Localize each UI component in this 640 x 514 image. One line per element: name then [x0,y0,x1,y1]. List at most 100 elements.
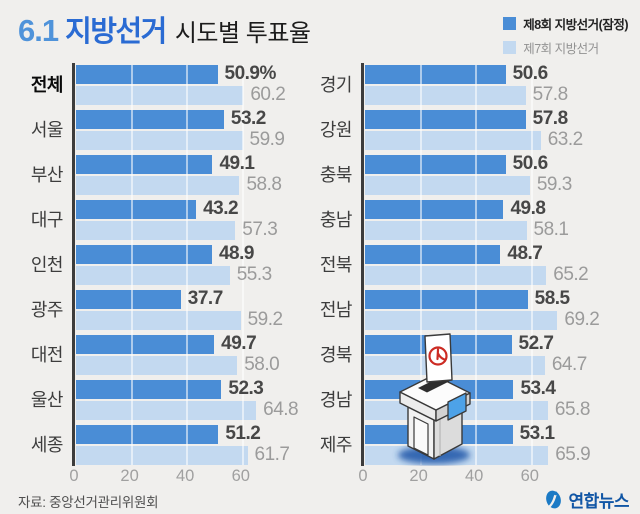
bar-8th-election [76,425,219,444]
gridline-40 [475,65,478,465]
bar-8th-election [365,290,528,309]
x-tick-label: 60 [520,467,539,485]
value-label-7th: 58.0 [244,354,280,375]
legend-swatch-7th-icon [503,41,517,54]
x-tick-label: 40 [176,467,195,485]
value-label-8th: 51.2 [225,423,261,444]
bar-7th-election [365,131,541,150]
gridline-20 [130,65,133,465]
bar-8th-election [76,380,222,399]
value-label-7th: 55.3 [236,264,272,285]
bar-7th-election [76,176,240,195]
legend-label-7th: 제7회 지방선거 [523,42,599,56]
value-label-8th: 58.5 [534,288,570,309]
bar-8th-election [76,65,218,84]
bar-7th-election [365,176,530,195]
yonhap-logo-icon [546,489,562,509]
value-label-7th: 59.2 [247,309,283,330]
bar-8th-election [76,155,213,174]
bar-8th-election [365,155,506,174]
legend-label-8th: 제8회 지방선거(잠정) [523,18,628,32]
category-label: 대전 [30,345,64,365]
bar-8th-election [76,290,181,309]
bar-8th-election [365,200,504,219]
category-label: 충북 [319,165,353,185]
value-label-8th: 48.9 [218,243,254,264]
bar-8th-election [76,200,197,219]
value-label-7th: 69.2 [564,309,600,330]
title-brand: 지방선거 [65,16,167,48]
value-label-7th: 57.8 [532,84,568,105]
gridline-60 [530,65,533,465]
value-label-8th: 37.7 [187,288,223,309]
bar-8th-election [76,245,212,264]
bar-7th-election [365,86,526,105]
bar-7th-election [76,401,257,420]
legend-item-7th: 제7회 지방선거 [503,38,628,57]
bar-7th-election [76,356,238,375]
bar-7th-election [365,356,545,375]
value-label-7th: 65.2 [553,264,589,285]
category-label: 경북 [319,345,353,365]
bar-7th-election [76,221,236,240]
bar-7th-election [365,266,547,285]
category-label: 제주 [319,435,353,455]
x-tick-label: 0 [69,467,79,485]
category-label: 전북 [319,255,353,275]
x-tick-label: 20 [120,467,139,485]
bar-7th-election [76,86,244,105]
x-tick-label: 60 [231,467,250,485]
value-label-7th: 59.3 [536,174,572,195]
bar-8th-election [76,335,215,354]
bar-8th-election [365,245,501,264]
bar-8th-election [365,65,506,84]
value-label-8th: 52.7 [518,333,554,354]
value-label-8th: 50.9% [224,63,277,84]
value-label-8th: 53.2 [230,108,266,129]
value-label-7th: 58.8 [246,174,282,195]
category-label: 인천 [30,255,64,275]
value-label-8th: 52.3 [228,378,264,399]
value-label-8th: 50.6 [512,153,548,174]
bar-7th-election [76,131,243,150]
value-label-8th: 43.2 [203,198,239,219]
category-label: 전체 [30,75,64,95]
value-label-8th: 48.7 [507,243,543,264]
value-label-7th: 61.7 [254,444,290,465]
publisher-name: 연합뉴스 [568,492,629,511]
category-label: 부산 [30,165,64,185]
value-label-7th: 63.2 [547,129,583,150]
value-label-8th: 57.8 [532,108,568,129]
value-label-7th: 65.9 [555,444,591,465]
x-tick-label: 40 [465,467,484,485]
value-label-8th: 53.4 [520,378,556,399]
bar-8th-election [76,110,224,129]
category-label: 광주 [30,300,64,320]
bar-8th-election [365,110,526,129]
value-label-8th: 49.8 [510,198,546,219]
page-title: 6.1 지방선거 시도별 투표율 [18,8,311,50]
bar-7th-election [365,221,527,240]
data-source-note: 자료: 중앙선거관리위원회 [18,495,159,510]
value-label-7th: 59.9 [249,129,285,150]
y-axis-line [72,63,75,466]
category-label: 전남 [319,300,353,320]
value-label-7th: 58.1 [533,219,569,240]
gridline-60 [241,65,244,465]
category-label: 강원 [319,120,353,140]
legend: 제8회 지방선거(잠정) 제7회 지방선거 [503,14,628,62]
category-label: 대구 [30,210,64,230]
category-label: 경남 [319,390,353,410]
x-tick-label: 20 [409,467,428,485]
bar-7th-election [76,266,230,285]
bar-7th-election [76,446,248,465]
category-label: 서울 [30,120,64,140]
value-label-8th: 49.1 [219,153,255,174]
legend-swatch-8th-icon [503,17,517,30]
bar-7th-election [76,311,241,330]
title-subtitle: 시도별 투표율 [174,20,311,47]
x-tick-label: 0 [358,467,368,485]
gridline-20 [419,65,422,465]
gridline-40 [186,65,189,465]
value-label-7th: 60.2 [250,84,286,105]
